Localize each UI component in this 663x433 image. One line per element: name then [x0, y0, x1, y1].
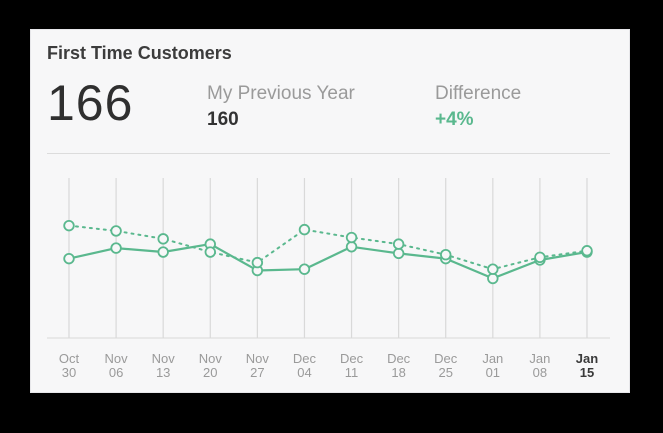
- previous-year-point: [298, 223, 311, 236]
- x-tick-label: Dec 04: [293, 351, 317, 380]
- previous-year-value: 160: [207, 109, 239, 130]
- current-series-line: [68, 243, 588, 280]
- customers-line-chart: Oct 30 Nov 06 Nov 13 Nov 20 Nov 27 Dec 04 Dec 11 Dec 18…: [47, 178, 610, 380]
- x-tick-label: Jan 01: [482, 351, 503, 380]
- current-point: [298, 263, 311, 275]
- difference-value: +4%: [435, 109, 474, 130]
- current-point: [63, 252, 75, 265]
- previous-year-point: [110, 225, 122, 237]
- previous-year-point: [63, 219, 75, 232]
- current-value: 166: [47, 75, 134, 131]
- x-tick-label: Dec 11: [340, 351, 364, 380]
- current-point: [157, 246, 169, 258]
- x-tick-label: Jan 15: [576, 351, 598, 380]
- previous-year-label: My Previous Year: [207, 83, 355, 104]
- previous-year-series-line: [68, 224, 588, 271]
- first-time-customers-card: First Time Customers 166 My Previous Yea…: [31, 30, 629, 392]
- x-tick-label: Dec 25: [434, 351, 458, 380]
- previous-year-point: [534, 251, 546, 264]
- x-tick-label: Nov 20: [199, 351, 223, 380]
- x-tick-label: Dec 18: [387, 351, 411, 380]
- card-title: First Time Customers: [47, 43, 232, 63]
- x-tick-label: Nov 13: [152, 351, 176, 380]
- current-point: [110, 242, 122, 254]
- current-point: [392, 247, 405, 260]
- previous-year-point: [204, 246, 216, 258]
- previous-year-point: [345, 231, 358, 244]
- current-point: [345, 241, 358, 253]
- previous-year-point: [251, 256, 264, 269]
- difference-label: Difference: [435, 83, 522, 104]
- previous-year-point: [440, 248, 452, 261]
- previous-year-point: [487, 263, 499, 275]
- current-point: [487, 272, 499, 285]
- x-tick-label: Oct 30: [59, 351, 80, 380]
- previous-year-point: [157, 233, 169, 245]
- x-tick-label: Nov 27: [246, 351, 270, 380]
- previous-year-point: [392, 238, 405, 250]
- x-tick-label: Nov 06: [105, 351, 129, 380]
- previous-year-point: [581, 245, 593, 257]
- header-divider: [47, 153, 610, 154]
- x-tick-label: Jan 08: [529, 351, 550, 380]
